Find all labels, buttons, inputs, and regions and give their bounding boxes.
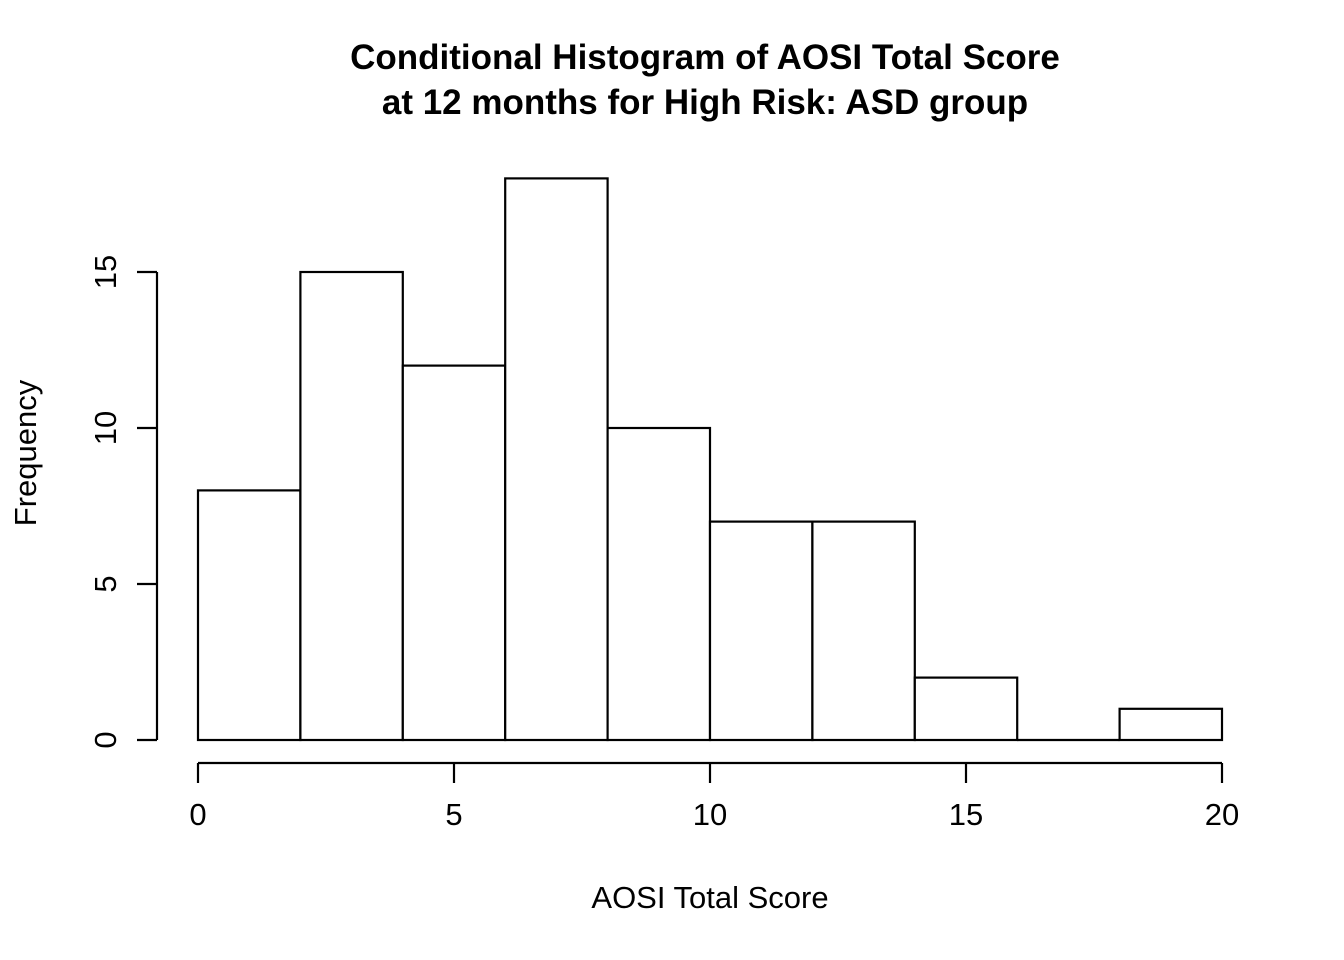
histogram-bar: [401, 364, 507, 742]
y-tick-label: 10: [88, 411, 123, 445]
x-tick-label: 0: [189, 797, 206, 832]
x-axis: 0 5 10 15 20: [189, 761, 1239, 832]
y-tick-label: 15: [88, 255, 123, 289]
chart-title-line-1: Conditional Histogram of AOSI Total Scor…: [350, 38, 1060, 77]
histogram-bar: [299, 270, 404, 742]
chart-title-line-2: at 12 months for High Risk: ASD group: [382, 83, 1028, 122]
y-axis-title: Frequency: [8, 379, 43, 526]
x-tick-label: 5: [445, 797, 462, 832]
histogram-bar: [708, 520, 814, 742]
histogram-bars-group: [196, 177, 1224, 742]
histogram-bar: [1118, 707, 1224, 742]
histogram-bar: [504, 177, 609, 742]
x-axis-title: AOSI Total Score: [591, 880, 828, 915]
y-tick-label: 0: [88, 731, 123, 748]
y-tick-label: 5: [88, 575, 123, 592]
histogram-bar: [811, 520, 916, 742]
y-axis: 0 5 10 15: [88, 255, 159, 749]
histogram-bar: [606, 426, 712, 742]
histogram-bar: [196, 489, 302, 742]
x-tick-label: 15: [949, 797, 983, 832]
x-tick-label: 10: [693, 797, 727, 832]
x-tick-label: 20: [1205, 797, 1239, 832]
histogram-bar: [913, 676, 1019, 742]
